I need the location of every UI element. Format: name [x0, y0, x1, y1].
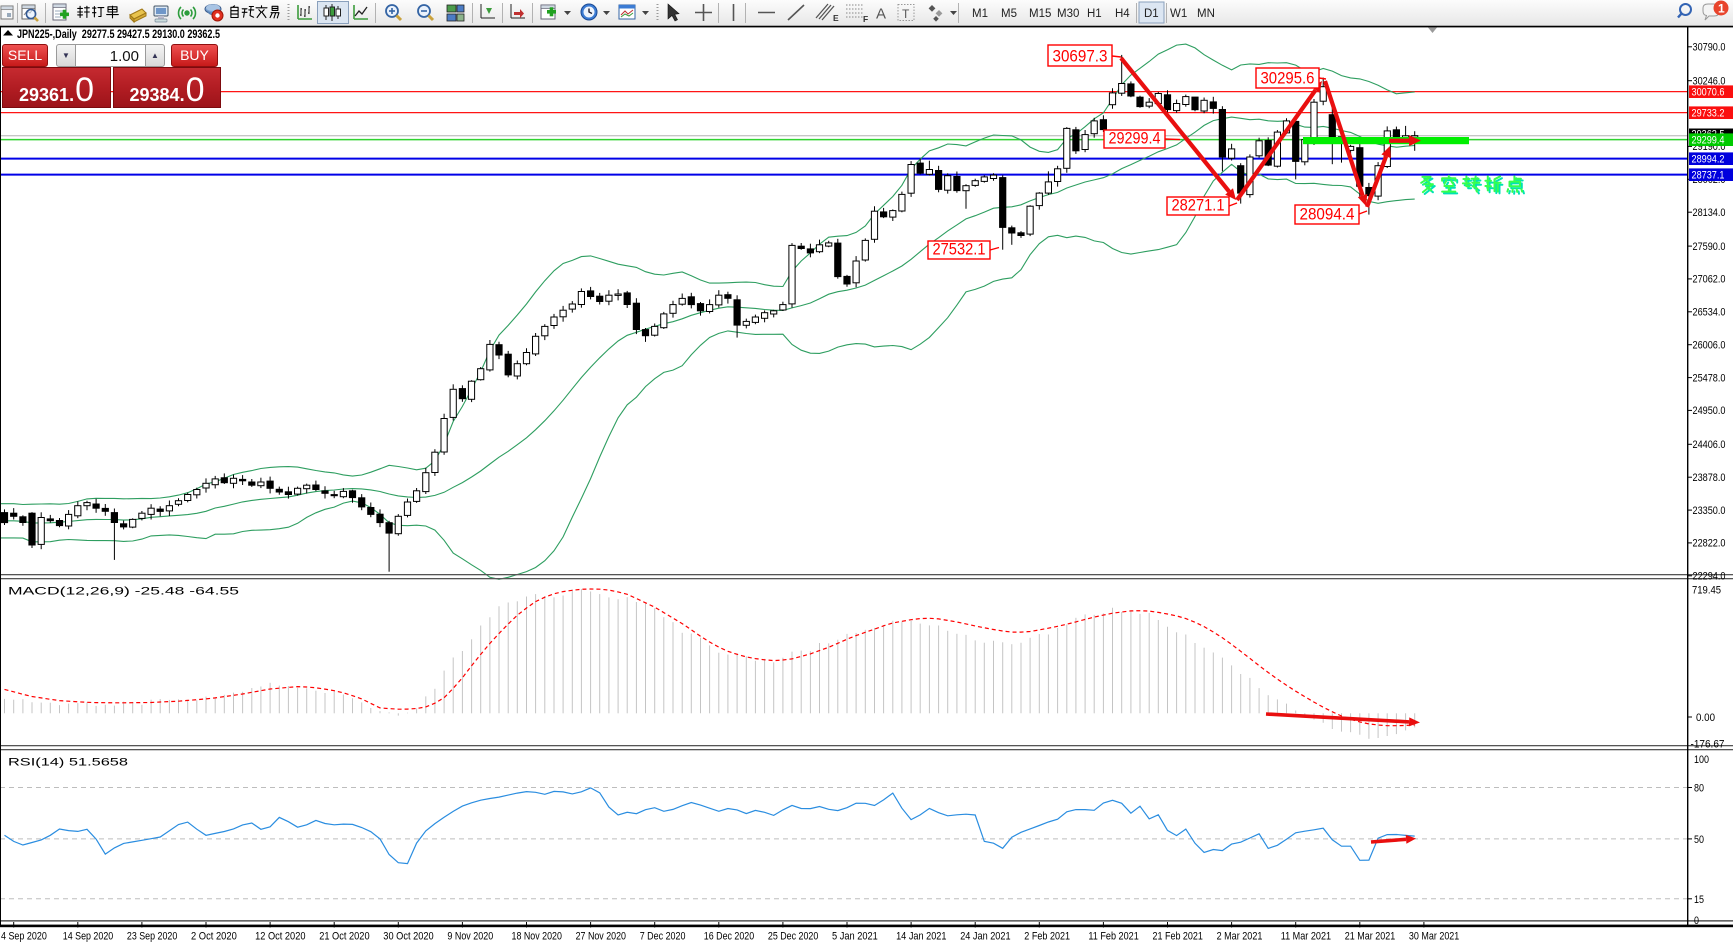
- svg-text:29733.2: 29733.2: [1692, 108, 1725, 120]
- svg-text:MN: MN: [1197, 8, 1215, 20]
- svg-text:24 Jan 2021: 24 Jan 2021: [960, 931, 1010, 943]
- svg-text:80: 80: [1694, 783, 1704, 795]
- svg-text:T: T: [902, 7, 910, 21]
- svg-text:30070.6: 30070.6: [1692, 87, 1725, 99]
- svg-text:D1: D1: [1144, 8, 1159, 20]
- svg-text:M1: M1: [972, 8, 988, 20]
- svg-text:719.45: 719.45: [1692, 585, 1721, 597]
- svg-text:RSI(14) 51.5658: RSI(14) 51.5658: [8, 757, 128, 769]
- svg-text:21 Oct 2020: 21 Oct 2020: [319, 931, 369, 943]
- svg-text:28994.2: 28994.2: [1692, 154, 1725, 166]
- svg-text:0.00: 0.00: [1696, 712, 1715, 724]
- svg-text:21 Mar 2021: 21 Mar 2021: [1345, 931, 1395, 943]
- svg-text:25478.0: 25478.0: [1693, 372, 1726, 384]
- svg-text:9 Nov 2020: 9 Nov 2020: [447, 931, 493, 943]
- svg-text:F: F: [863, 14, 868, 24]
- svg-text:30246.0: 30246.0: [1693, 76, 1726, 88]
- svg-text:27590.0: 27590.0: [1693, 241, 1726, 253]
- svg-text:27532.1: 27532.1: [933, 241, 986, 259]
- svg-text:24406.0: 24406.0: [1693, 439, 1726, 451]
- svg-text:A: A: [876, 6, 886, 23]
- svg-text:30295.6: 30295.6: [1261, 70, 1315, 88]
- svg-text:11 Feb 2021: 11 Feb 2021: [1088, 931, 1138, 943]
- svg-text:18 Nov 2020: 18 Nov 2020: [512, 931, 562, 943]
- svg-text:30697.3: 30697.3: [1053, 48, 1108, 66]
- svg-text:26534.0: 26534.0: [1693, 307, 1726, 319]
- svg-text:30 Mar 2021: 30 Mar 2021: [1409, 931, 1459, 943]
- svg-text:29299.4: 29299.4: [1692, 135, 1725, 147]
- svg-text:H4: H4: [1115, 8, 1130, 20]
- svg-text:12 Oct 2020: 12 Oct 2020: [255, 931, 305, 943]
- svg-text:H1: H1: [1087, 8, 1102, 20]
- svg-text:M15: M15: [1029, 8, 1051, 20]
- svg-text:50: 50: [1694, 834, 1704, 846]
- svg-text:7 Dec 2020: 7 Dec 2020: [640, 931, 686, 943]
- svg-text:W1: W1: [1170, 8, 1187, 20]
- svg-text:4 Sep 2020: 4 Sep 2020: [1, 931, 47, 943]
- svg-text:26006.0: 26006.0: [1693, 340, 1726, 352]
- svg-text:27 Nov 2020: 27 Nov 2020: [576, 931, 626, 943]
- svg-text:29299.4: 29299.4: [1109, 130, 1161, 148]
- svg-text:M30: M30: [1057, 8, 1079, 20]
- svg-text:14 Sep 2020: 14 Sep 2020: [63, 931, 113, 943]
- svg-text:23 Sep 2020: 23 Sep 2020: [127, 931, 177, 943]
- svg-text:0: 0: [1694, 915, 1699, 927]
- svg-text:2 Feb 2021: 2 Feb 2021: [1024, 931, 1070, 943]
- svg-text:23878.0: 23878.0: [1693, 472, 1726, 484]
- svg-text:100: 100: [1694, 754, 1709, 766]
- svg-text:22294.0: 22294.0: [1693, 571, 1726, 583]
- svg-text:23350.0: 23350.0: [1693, 505, 1726, 517]
- svg-text:25 Dec 2020: 25 Dec 2020: [768, 931, 818, 943]
- svg-text:16 Dec 2020: 16 Dec 2020: [704, 931, 754, 943]
- svg-text:24950.0: 24950.0: [1693, 405, 1726, 417]
- svg-text:28134.0: 28134.0: [1693, 207, 1726, 219]
- svg-text:30790.0: 30790.0: [1693, 42, 1726, 54]
- svg-text:14 Jan 2021: 14 Jan 2021: [896, 931, 946, 943]
- svg-text:22822.0: 22822.0: [1693, 538, 1726, 550]
- svg-text:2 Mar 2021: 2 Mar 2021: [1217, 931, 1263, 943]
- svg-text:28737.1: 28737.1: [1692, 170, 1725, 182]
- svg-text:11 Mar 2021: 11 Mar 2021: [1281, 931, 1331, 943]
- svg-text:2 Oct 2020: 2 Oct 2020: [191, 931, 237, 943]
- svg-text:28271.1: 28271.1: [1172, 197, 1225, 215]
- svg-text:1: 1: [1718, 2, 1725, 16]
- svg-text:27062.0: 27062.0: [1693, 274, 1726, 286]
- svg-text:-176.67: -176.67: [1691, 738, 1725, 750]
- svg-text:5 Jan 2021: 5 Jan 2021: [832, 931, 878, 943]
- svg-text:E: E: [833, 13, 839, 23]
- svg-text:15: 15: [1694, 894, 1704, 906]
- svg-text:JPN225-,Daily 29277.5 29427.5: JPN225-,Daily 29277.5 29427.5 29130.0 29…: [17, 27, 220, 41]
- svg-text:30 Oct 2020: 30 Oct 2020: [383, 931, 433, 943]
- svg-text:M5: M5: [1001, 8, 1017, 20]
- svg-text:28094.4: 28094.4: [1300, 206, 1355, 224]
- svg-text:21 Feb 2021: 21 Feb 2021: [1153, 931, 1203, 943]
- svg-text:MACD(12,26,9) -25.48 -64.55: MACD(12,26,9) -25.48 -64.55: [8, 586, 239, 598]
